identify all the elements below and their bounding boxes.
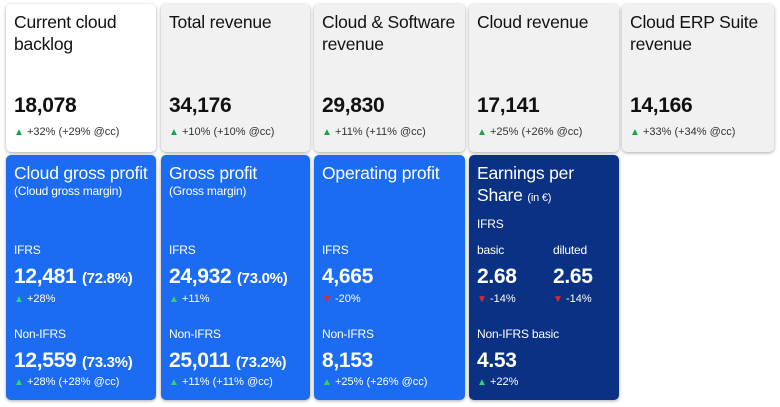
kpi-change: ▲ +33% (+34% @cc): [630, 126, 735, 138]
nonifrs-margin: (73.3%): [81, 354, 133, 371]
kpi-card-cloud-revenue: Cloud revenue 17,141 ▲ +25% (+26% @cc): [469, 4, 619, 152]
profit-subtitle: (Gross margin): [169, 184, 247, 198]
profit-card-gross-profit: Gross profit (Gross margin) IFRS 24,932 …: [161, 155, 310, 400]
up-arrow-icon: ▲: [322, 127, 332, 138]
kpi-value: 18,078: [14, 94, 77, 117]
nonifrs-change: ▲ +28% (+28% @cc): [14, 376, 119, 388]
ifrs-change-text: +11%: [181, 293, 210, 305]
ifrs-change-text: -20%: [334, 293, 361, 305]
up-arrow-icon: ▲: [169, 294, 179, 305]
nonifrs-label: Non-IFRS: [14, 327, 66, 341]
kpi-title: Cloud & Software revenue: [322, 12, 455, 54]
down-arrow-icon: ▼: [477, 294, 487, 305]
kpi-card-cloud-software-revenue: Cloud & Software revenue 29,830 ▲ +11% (…: [314, 4, 465, 152]
eps-diluted-change-text: -14%: [565, 293, 592, 305]
eps-basic-label: basic: [477, 243, 505, 257]
eps-title-line1: Earnings per: [477, 163, 574, 183]
profit-title: Operating profit: [322, 163, 440, 183]
kpi-change: ▲ +32% (+29% @cc): [14, 126, 119, 138]
eps-diluted-label: diluted: [553, 243, 587, 257]
nonifrs-margin: (73.2%): [235, 354, 287, 371]
up-arrow-icon: ▲: [14, 127, 24, 138]
kpi-title: Cloud revenue: [477, 12, 589, 32]
nonifrs-change-text: +11% (+11% @cc): [181, 376, 273, 388]
profit-card-cloud-gross-profit: Cloud gross profit (Cloud gross margin) …: [6, 155, 156, 400]
nonifrs-change-text: +28% (+28% @cc): [26, 376, 120, 388]
eps-nonifrs-value: 4.53: [477, 349, 517, 372]
kpi-card-current-cloud-backlog: Current cloud backlog 18,078 ▲ +32% (+29…: [6, 4, 156, 152]
ifrs-label: IFRS: [14, 243, 41, 257]
ifrs-change: ▲ +28%: [14, 293, 55, 305]
profit-title-text: Cloud gross profit: [14, 163, 148, 183]
eps-basic-change: ▼ -14%: [477, 293, 516, 305]
kpi-change-text: +10% (+10% @cc): [181, 126, 275, 138]
kpi-change: ▲ +11% (+11% @cc): [322, 126, 426, 138]
eps-nonifrs-change-text: +22%: [489, 376, 519, 388]
up-arrow-icon: ▲: [477, 127, 487, 138]
up-arrow-icon: ▲: [169, 127, 179, 138]
profit-title: Gross profit (Gross margin): [169, 162, 257, 198]
ifrs-label: IFRS: [322, 243, 349, 257]
eps-diluted-value: 2.65: [553, 265, 593, 288]
ifrs-value: 12,481 (72.8%): [14, 265, 133, 289]
eps-diluted-change: ▼ -14%: [553, 293, 592, 305]
down-arrow-icon: ▼: [322, 294, 332, 305]
kpi-value: 17,141: [477, 94, 540, 117]
ifrs-change-text: +28%: [26, 293, 56, 305]
kpi-change: ▲ +25% (+26% @cc): [477, 126, 582, 138]
profit-title-text: Gross profit: [169, 163, 258, 183]
kpi-change-text: +25% (+26% @cc): [489, 126, 583, 138]
kpi-change-text: +33% (+34% @cc): [642, 126, 736, 138]
ifrs-label: IFRS: [169, 243, 196, 257]
eps-nonifrs-label: Non-IFRS basic: [477, 327, 559, 341]
eps-ifrs-label: IFRS: [477, 217, 504, 231]
kpi-value: 14,166: [630, 94, 693, 117]
eps-title-line2: Share: [477, 185, 523, 205]
kpi-title: Cloud ERP Suite revenue: [630, 12, 759, 54]
kpi-change-text: +11% (+11% @cc): [334, 126, 426, 138]
eps-basic-change-text: -14%: [489, 293, 516, 305]
nonifrs-value: 12,559 (73.3%): [14, 349, 133, 373]
ifrs-margin: (72.8%): [81, 270, 133, 287]
kpi-title: Current cloud backlog: [14, 12, 117, 54]
kpi-change-text: +32% (+29% @cc): [26, 126, 120, 138]
nonifrs-change: ▲ +25% (+26% @cc): [322, 376, 427, 388]
up-arrow-icon: ▲: [169, 377, 179, 388]
nonifrs-value: 25,011 (73.2%): [169, 349, 287, 373]
nonifrs-value: 8,153: [322, 349, 374, 372]
profit-title: Cloud gross profit (Cloud gross margin): [14, 162, 148, 198]
nonifrs-change: ▲ +11% (+11% @cc): [169, 376, 273, 388]
eps-nonifrs-change: ▲ +22%: [477, 376, 518, 388]
kpi-value: 29,830: [322, 94, 385, 117]
eps-card: Earnings per Share (in €) IFRS basic dil…: [469, 155, 619, 400]
eps-title: Earnings per Share (in €): [477, 162, 574, 209]
kpi-title: Total revenue: [169, 12, 272, 32]
profit-card-operating-profit: Operating profit IFRS 4,665 ▼ -20% Non-I…: [314, 155, 465, 400]
kpi-change: ▲ +10% (+10% @cc): [169, 126, 274, 138]
eps-basic-value: 2.68: [477, 265, 517, 288]
up-arrow-icon: ▲: [477, 377, 487, 388]
eps-unit: (in €): [527, 192, 552, 204]
kpi-card-cloud-erp-suite-revenue: Cloud ERP Suite revenue 14,166 ▲ +33% (+…: [622, 4, 774, 152]
up-arrow-icon: ▲: [322, 377, 332, 388]
profit-subtitle: (Cloud gross margin): [14, 184, 123, 198]
ifrs-value-text: 12,481: [14, 265, 77, 288]
kpi-card-total-revenue: Total revenue 34,176 ▲ +10% (+10% @cc): [161, 4, 310, 152]
nonifrs-label: Non-IFRS: [169, 327, 221, 341]
ifrs-value: 4,665: [322, 265, 374, 288]
ifrs-change: ▼ -20%: [322, 293, 361, 305]
up-arrow-icon: ▲: [14, 377, 24, 388]
nonifrs-value-text: 25,011: [169, 349, 231, 372]
kpi-value: 34,176: [169, 94, 232, 117]
nonifrs-value-text: 12,559: [14, 349, 77, 372]
down-arrow-icon: ▼: [553, 294, 563, 305]
nonifrs-change-text: +25% (+26% @cc): [334, 376, 428, 388]
nonifrs-label: Non-IFRS: [322, 327, 374, 341]
up-arrow-icon: ▲: [14, 294, 24, 305]
up-arrow-icon: ▲: [630, 127, 640, 138]
ifrs-change: ▲ +11%: [169, 293, 210, 305]
ifrs-margin: (73.0%): [236, 270, 288, 287]
ifrs-value: 24,932 (73.0%): [169, 265, 288, 289]
ifrs-value-text: 24,932: [169, 265, 232, 288]
